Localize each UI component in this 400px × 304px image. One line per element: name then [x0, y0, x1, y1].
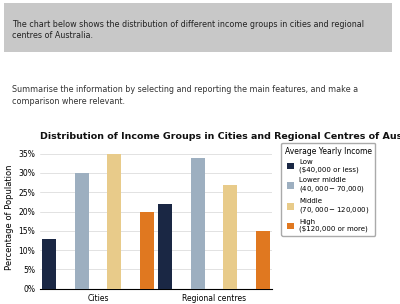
- FancyBboxPatch shape: [4, 3, 392, 52]
- Bar: [107, 154, 121, 289]
- Bar: [42, 239, 56, 289]
- Bar: [140, 212, 154, 289]
- Y-axis label: Percentage of Population: Percentage of Population: [5, 164, 14, 270]
- Bar: [256, 231, 270, 289]
- Bar: [75, 173, 89, 289]
- Bar: [223, 185, 237, 289]
- Text: Distribution of Income Groups in Cities and Regional Centres of Australia: Distribution of Income Groups in Cities …: [40, 132, 400, 141]
- Bar: [158, 204, 172, 289]
- Bar: [191, 157, 205, 289]
- Text: The chart below shows the distribution of different income groups in cities and : The chart below shows the distribution o…: [12, 20, 364, 40]
- Legend: Low
($40,000 or less), Lower middle
($40,000-$70,000), Middle
($70,000-$120,000): Low ($40,000 or less), Lower middle ($40…: [281, 143, 375, 236]
- Text: Summarise the information by selecting and reporting the main features, and make: Summarise the information by selecting a…: [12, 85, 358, 106]
